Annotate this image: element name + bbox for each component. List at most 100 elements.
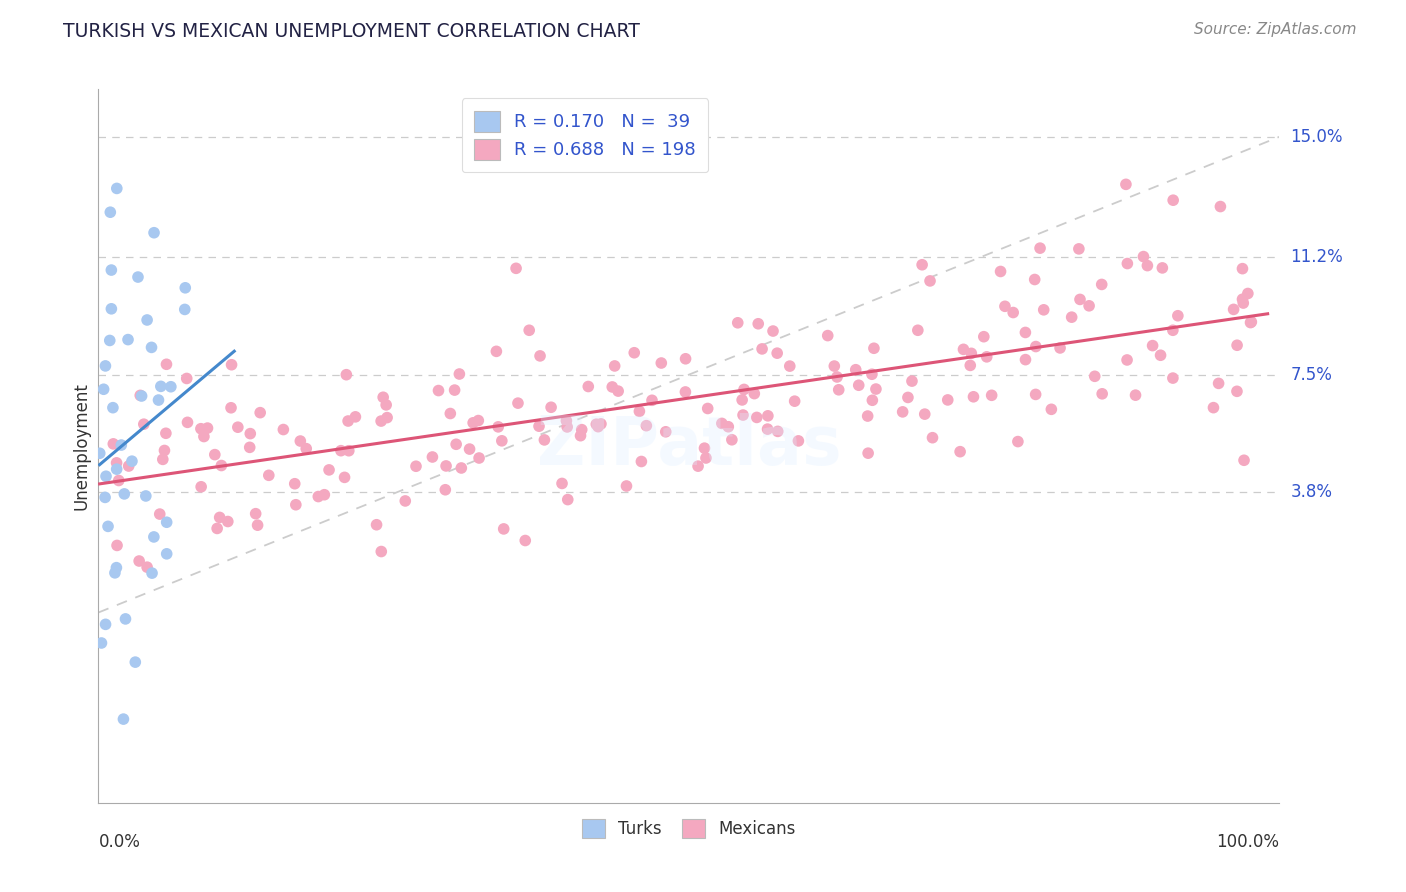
Point bbox=[897, 391, 920, 405]
Point bbox=[129, 388, 152, 402]
Point bbox=[623, 345, 645, 359]
Point bbox=[907, 323, 929, 337]
Text: 3.8%: 3.8% bbox=[1291, 483, 1333, 501]
Point bbox=[1014, 326, 1036, 340]
Point bbox=[1029, 241, 1052, 255]
Point bbox=[980, 388, 1002, 402]
Point bbox=[860, 393, 883, 408]
Point bbox=[1115, 178, 1137, 192]
Point bbox=[505, 261, 527, 276]
Point bbox=[176, 371, 198, 385]
Text: TURKISH VS MEXICAN UNEMPLOYMENT CORRELATION CHART: TURKISH VS MEXICAN UNEMPLOYMENT CORRELAT… bbox=[63, 22, 640, 41]
Point bbox=[533, 433, 555, 447]
Point bbox=[105, 538, 128, 552]
Point bbox=[1232, 261, 1254, 276]
Point bbox=[860, 368, 883, 382]
Point bbox=[373, 390, 395, 404]
Point bbox=[190, 480, 212, 494]
Point bbox=[239, 441, 262, 455]
Point bbox=[93, 382, 115, 396]
Point bbox=[1067, 242, 1090, 256]
Point bbox=[817, 328, 839, 343]
Point bbox=[405, 459, 427, 474]
Point bbox=[1132, 250, 1154, 264]
Point bbox=[710, 417, 733, 431]
Point bbox=[641, 393, 664, 408]
Point bbox=[745, 410, 768, 425]
Point bbox=[1152, 260, 1174, 275]
Point bbox=[152, 452, 174, 467]
Point bbox=[1209, 200, 1232, 214]
Point bbox=[976, 350, 998, 364]
Point bbox=[370, 414, 392, 428]
Point bbox=[586, 419, 609, 434]
Point bbox=[848, 378, 870, 392]
Point bbox=[1014, 352, 1036, 367]
Point bbox=[427, 384, 450, 398]
Point bbox=[375, 398, 398, 412]
Point bbox=[616, 479, 638, 493]
Point bbox=[756, 409, 779, 423]
Point bbox=[284, 476, 307, 491]
Point bbox=[273, 423, 295, 437]
Point bbox=[156, 547, 179, 561]
Point bbox=[901, 374, 924, 388]
Point bbox=[555, 414, 578, 428]
Point bbox=[823, 359, 845, 373]
Point bbox=[655, 425, 678, 439]
Point bbox=[727, 316, 749, 330]
Point bbox=[576, 379, 599, 393]
Point bbox=[105, 181, 128, 195]
Point bbox=[221, 358, 243, 372]
Y-axis label: Unemployment: Unemployment bbox=[72, 382, 90, 510]
Point bbox=[936, 392, 959, 407]
Point bbox=[467, 413, 489, 427]
Point bbox=[783, 394, 806, 409]
Point bbox=[318, 463, 340, 477]
Point bbox=[337, 443, 360, 458]
Point bbox=[136, 313, 159, 327]
Point bbox=[1161, 193, 1184, 207]
Point bbox=[112, 712, 135, 726]
Point bbox=[330, 443, 353, 458]
Point bbox=[731, 408, 754, 422]
Point bbox=[589, 417, 612, 431]
Point bbox=[127, 270, 149, 285]
Point bbox=[174, 281, 197, 295]
Point bbox=[100, 263, 122, 277]
Point bbox=[751, 342, 773, 356]
Point bbox=[105, 560, 128, 574]
Point bbox=[856, 409, 879, 423]
Point bbox=[960, 346, 983, 360]
Point bbox=[491, 434, 513, 448]
Point bbox=[686, 459, 709, 474]
Point bbox=[918, 274, 941, 288]
Point bbox=[226, 420, 249, 434]
Point bbox=[239, 426, 262, 441]
Point bbox=[787, 434, 810, 448]
Point bbox=[204, 448, 226, 462]
Point bbox=[1239, 316, 1261, 330]
Point bbox=[94, 491, 117, 505]
Point bbox=[434, 483, 457, 497]
Point bbox=[307, 490, 329, 504]
Point bbox=[1161, 371, 1184, 385]
Point bbox=[135, 489, 157, 503]
Point bbox=[245, 507, 267, 521]
Point bbox=[458, 442, 481, 456]
Point bbox=[585, 417, 607, 432]
Point bbox=[344, 409, 367, 424]
Point bbox=[176, 415, 198, 429]
Point bbox=[160, 380, 183, 394]
Point bbox=[721, 433, 744, 447]
Point bbox=[551, 476, 574, 491]
Point bbox=[1116, 353, 1139, 368]
Point bbox=[104, 566, 127, 580]
Point bbox=[1226, 384, 1249, 399]
Point bbox=[98, 334, 121, 348]
Point bbox=[949, 444, 972, 458]
Point bbox=[193, 429, 215, 443]
Point bbox=[205, 521, 228, 535]
Point bbox=[94, 617, 117, 632]
Point bbox=[555, 420, 578, 434]
